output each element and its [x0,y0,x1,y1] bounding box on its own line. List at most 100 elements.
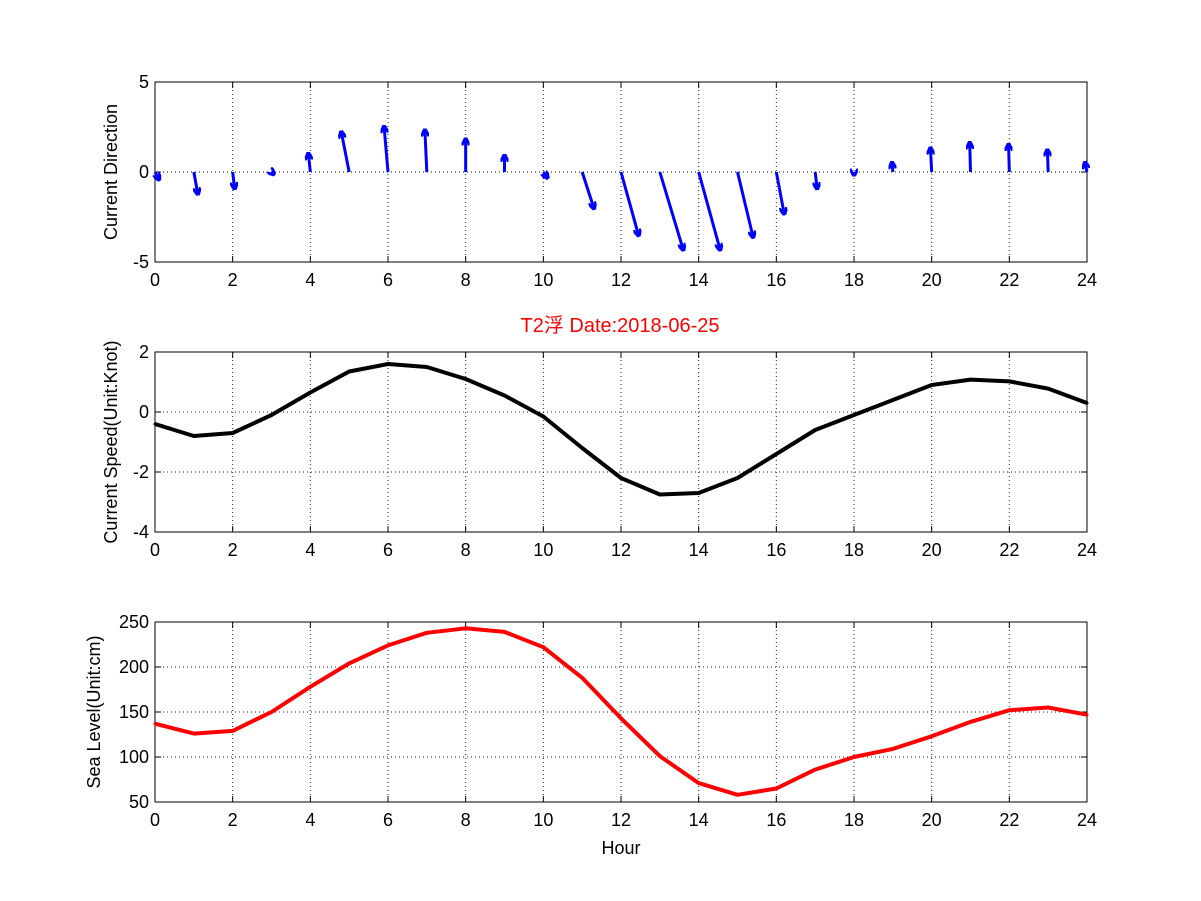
current-arrow [1009,145,1010,173]
data-point [1046,706,1050,709]
current-arrow [658,171,683,249]
current-arrow [1047,150,1048,173]
y-tick-label: -5 [133,252,149,272]
data-point [1007,379,1011,383]
x-tick-label: 4 [305,270,315,290]
data-point [697,781,701,785]
data-point [464,626,468,630]
y-tick-label: 0 [139,402,149,422]
x-tick-label: 22 [999,540,1019,560]
current-arrow [155,171,159,179]
data-point [386,362,390,366]
data-point [347,370,351,373]
current-arrow [192,171,198,194]
data-point [231,729,235,733]
data-point [813,768,817,772]
y-tick-label: 50 [129,792,149,812]
data-point [852,755,856,759]
x-tick-label: 6 [383,270,393,290]
data-point [1007,708,1011,712]
y-tick-label: 0 [139,162,149,182]
data-point [153,422,157,426]
x-tick-label: 10 [533,810,553,830]
data-point [930,383,934,387]
data-point [697,491,701,495]
data-point [580,676,584,680]
current-arrow [425,131,427,173]
data-point [153,722,157,726]
x-tick-label: 18 [844,540,864,560]
x-tick-label: 6 [383,540,393,560]
y-tick-label: 200 [119,657,149,677]
x-tick-label: 16 [766,540,786,560]
current-arrow [931,149,932,173]
data-point [774,452,778,456]
y-tick-label: 150 [119,702,149,722]
y-tick-label: 100 [119,747,149,767]
y-axis-label: Current Direction [101,104,121,240]
x-tick-label: 16 [766,270,786,290]
x-tick-label: 12 [611,810,631,830]
x-tick-label: 20 [922,270,942,290]
x-tick-label: 14 [689,540,709,560]
y-tick-label: -2 [133,462,149,482]
data-point [930,734,934,738]
x-tick-label: 6 [383,810,393,830]
y-axis-label: Sea Level(Unit:cm) [84,635,104,788]
x-tick-label: 10 [533,540,553,560]
x-tick-label: 14 [689,810,709,830]
x-tick-label: 8 [461,270,471,290]
current-arrow [233,171,235,188]
current-arrow [970,143,971,173]
current-arrow [736,171,754,237]
data-point [425,365,429,369]
x-tick-label: 22 [999,810,1019,830]
data-point [541,645,545,649]
data-point [1046,387,1050,391]
data-point [308,685,312,689]
chart-title: T2浮 Date:2018-06-25 [520,314,719,337]
x-tick-label: 12 [611,540,631,560]
x-tick-label: 8 [461,540,471,560]
x-tick-label: 0 [150,540,160,560]
x-tick-label: 20 [922,810,942,830]
x-tick-label: 18 [844,270,864,290]
x-tick-label: 20 [922,540,942,560]
data-point [736,793,739,797]
x-tick-label: 24 [1077,270,1097,290]
data-point [541,415,545,418]
data-point [774,787,778,790]
x-tick-label: 18 [844,810,864,830]
x-tick-label: 2 [228,270,238,290]
data-point [813,428,817,432]
data-point [658,754,662,758]
data-point [891,398,895,402]
x-tick-label: 2 [228,810,238,830]
plot-area [154,351,1088,533]
y-tick-label: 5 [139,72,149,92]
data-point [425,631,429,635]
current-arrow [619,171,638,235]
data-point [619,716,623,720]
y-tick-label: -4 [133,522,149,542]
data-point [192,732,196,736]
data-point [619,476,623,480]
x-tick-label: 8 [461,810,471,830]
x-tick-label: 0 [150,810,160,830]
data-point [658,493,662,496]
data-point [270,710,273,714]
current-arrow [543,172,547,177]
y-tick-label: 250 [119,612,149,632]
data-point [852,413,856,417]
data-point [192,434,196,438]
data-point [231,431,235,435]
x-tick-label: 24 [1077,540,1097,560]
x-tick-label: 22 [999,270,1019,290]
current-arrow [774,171,784,213]
x-axis-label: Hour [601,838,640,858]
x-tick-label: 12 [611,270,631,290]
x-tick-label: 16 [766,810,786,830]
data-point [891,747,895,751]
